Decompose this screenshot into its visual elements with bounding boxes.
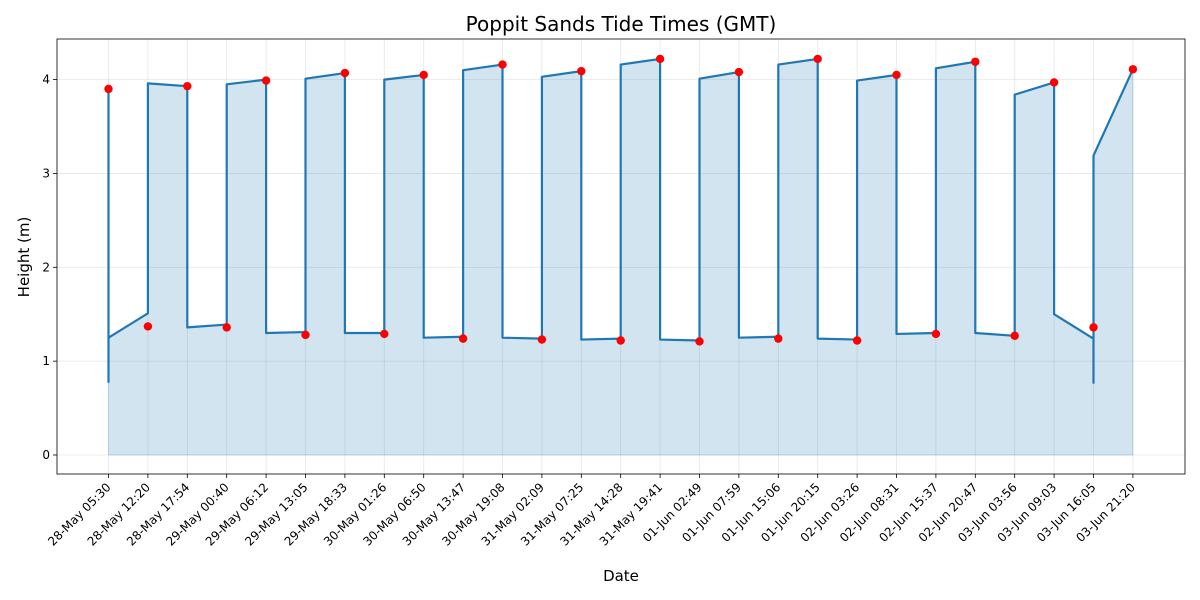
tide-point <box>498 60 507 69</box>
tide-point <box>1089 323 1098 332</box>
y-tick-label: 4 <box>42 73 50 87</box>
y-tick-label: 1 <box>42 354 50 368</box>
tide-point <box>616 336 625 345</box>
tide-point <box>695 337 704 346</box>
tide-point <box>734 67 744 77</box>
y-axis: 0 1 2 3 4 <box>42 73 57 462</box>
tide-point <box>852 336 862 345</box>
tide-point <box>892 70 901 80</box>
tide-point <box>458 334 468 343</box>
tide-point <box>1010 331 1019 341</box>
tide-point <box>419 70 428 80</box>
tide-point <box>104 84 113 94</box>
tide-points <box>104 54 1138 346</box>
tide-point <box>774 334 783 343</box>
tide-point <box>143 322 153 331</box>
tide-point <box>340 68 350 78</box>
tide-point <box>813 54 822 64</box>
tide-point <box>577 66 586 76</box>
tide-point <box>971 57 980 66</box>
tide-point <box>931 329 941 339</box>
chart-title: Poppit Sands Tide Times (GMT) <box>466 12 777 36</box>
tide-point <box>222 323 231 332</box>
tide-point <box>1128 65 1138 74</box>
tide-point <box>537 335 547 344</box>
x-axis-title: Date <box>603 567 639 585</box>
tide-point <box>261 76 271 85</box>
tide-point <box>380 329 389 339</box>
y-axis-title: Height (m) <box>15 217 33 298</box>
y-tick-label: 3 <box>42 166 50 180</box>
tide-point <box>1049 78 1059 87</box>
tide-point <box>301 330 310 340</box>
tide-point <box>655 54 665 64</box>
tide-point <box>183 81 192 91</box>
y-tick-label: 2 <box>42 260 50 274</box>
y-tick-label: 0 <box>42 448 50 462</box>
